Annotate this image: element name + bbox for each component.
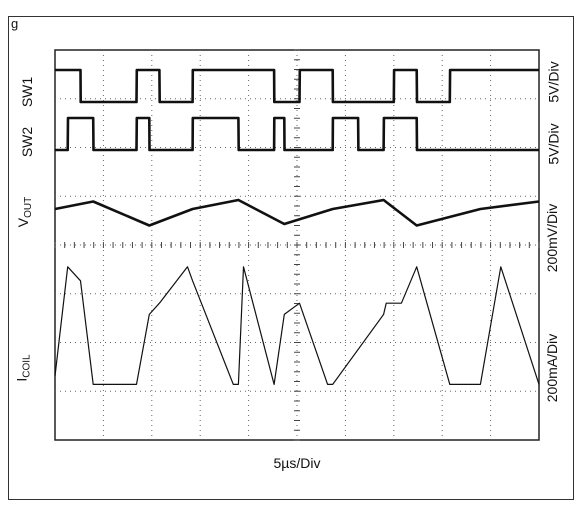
scale-label-sw1: 5V/Div — [545, 61, 562, 103]
vout-trace — [54, 198, 540, 227]
channel-label-sw2: SW2 — [19, 126, 36, 158]
figure-frame: g — [8, 16, 574, 500]
traces — [54, 68, 540, 385]
figure-label: g — [11, 16, 19, 31]
grid-lines — [54, 49, 540, 441]
sw1-trace — [55, 68, 539, 104]
x-axis-label: 5µs/Div — [273, 455, 321, 471]
scale-label-sw2: 5V/Div — [545, 123, 562, 165]
icoil-trace — [54, 266, 540, 385]
channel-label-icoil: ICOIL — [13, 354, 33, 382]
scale-label-vout: 200mV/Div — [544, 203, 561, 273]
channel-label-vout: VOUT — [15, 196, 35, 228]
scale-label-icoil: 200mA/Div — [544, 333, 561, 403]
channel-label-sw1: SW1 — [19, 76, 36, 108]
sw2-trace — [55, 116, 539, 152]
